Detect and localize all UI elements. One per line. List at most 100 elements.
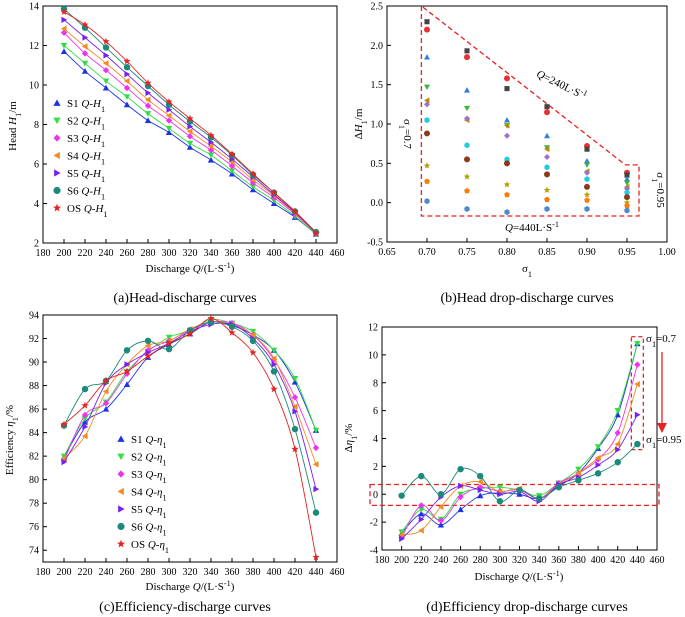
y-tick-label: 0: [373, 490, 378, 501]
data-point-S3: [102, 66, 110, 74]
x-tick-label: 0.80: [498, 247, 516, 258]
y-axis-label-part: H: [353, 123, 365, 133]
data-point-S6: [477, 472, 484, 480]
data-point-S5: [82, 34, 89, 41]
x-tick-label: 300: [162, 567, 177, 578]
y-tick-label: 10: [29, 81, 39, 92]
series-line-S4: [63, 321, 317, 465]
data-point-Q320: [544, 154, 550, 161]
x-tick-label: 0.65: [378, 247, 396, 258]
y-tick-label: 12: [368, 323, 378, 334]
data-point-S4: [418, 527, 424, 534]
data-point-Q220: [504, 86, 510, 92]
x-tick-label: 180: [375, 555, 390, 566]
data-point-S5: [145, 349, 152, 356]
legend-label-S3-part: η: [157, 469, 162, 481]
data-point-Q300: [504, 122, 510, 129]
data-point-S6: [457, 465, 464, 473]
data-point-S3: [634, 361, 641, 368]
data-point-S3: [102, 400, 110, 407]
y-tick-label: 94: [29, 311, 39, 322]
data-point-Q220: [624, 172, 630, 178]
y-axis-label-part: 1: [360, 120, 369, 124]
annotation-sigma-07-part: =0.7: [401, 129, 413, 149]
data-point-OS: [102, 37, 110, 45]
zero-band: [369, 483, 660, 507]
data-point-S6: [123, 347, 131, 354]
data-point-S5: [166, 106, 173, 113]
data-point-OS: [144, 352, 152, 360]
y-axis-label: ΔH1/m: [353, 108, 369, 139]
data-point-S5: [82, 423, 89, 430]
data-point-OS: [312, 553, 320, 561]
data-point-S4: [249, 331, 256, 339]
data-point-OS: [60, 420, 68, 428]
data-point-S1: [144, 117, 152, 124]
annotation-sigma-07-part: σ: [401, 119, 413, 125]
data-point-S5: [187, 123, 194, 130]
data-point-Q280: [424, 84, 430, 91]
data-point-Q360: [584, 183, 590, 190]
y-tick-label: 82: [29, 452, 39, 463]
legend-label-S3-part: Q: [145, 469, 153, 481]
x-tick-label: 320: [183, 567, 198, 578]
legend-label-S5-part: -: [89, 168, 93, 180]
data-point-S2: [228, 168, 236, 175]
data-point-S5: [458, 482, 464, 490]
data-point-Q280: [624, 180, 630, 186]
legend-label-S6-part: 1: [162, 528, 166, 537]
x-axis-label: Discharge Q/(L·S-1): [146, 261, 235, 276]
x-tick-label: 300: [162, 248, 177, 259]
x-axis-label-part: Discharge: [146, 581, 193, 593]
legend-label-S2-part: -: [89, 116, 93, 128]
legend-marker-S6: [53, 186, 61, 195]
legend-label-OS-part: -: [156, 539, 160, 551]
legend-label-S6-part: S6: [67, 186, 81, 198]
legend-label-S5-part: H: [92, 168, 102, 180]
data-point-S3: [614, 429, 621, 437]
annotation-q240-part: -1: [579, 86, 589, 97]
data-point-S6: [496, 498, 504, 505]
data-point-S2: [207, 152, 215, 159]
x-tick-label: 400: [267, 248, 282, 259]
legend-label-S6-part: -: [89, 186, 93, 198]
series-line-S6: [63, 321, 317, 513]
legend-marker-S4: [117, 487, 124, 496]
data-point-S3: [123, 84, 131, 92]
legend-label-OS-part: η: [159, 539, 164, 551]
data-point-S1: [123, 101, 131, 108]
legend-label-S3-part: S3: [67, 133, 81, 145]
data-point-Q320: [504, 132, 510, 139]
data-point-Q220: [584, 146, 590, 152]
x-tick-label: 460: [330, 248, 345, 259]
y-axis-label-part: Efficiency: [4, 427, 16, 475]
legend-label-S1-part: η: [157, 434, 162, 446]
legend-label-S2: S2 Q-η1: [131, 452, 167, 468]
data-point-S6: [249, 337, 257, 345]
data-point-OS: [123, 367, 131, 375]
x-tick-label: 460: [650, 555, 665, 566]
data-point-Q240: [424, 26, 431, 33]
data-point-Q420: [464, 205, 470, 212]
x-tick-label: 200: [57, 567, 72, 578]
data-point-S3: [81, 50, 89, 57]
data-point-S4: [102, 60, 109, 67]
legend-label-S2-part: Q: [81, 116, 89, 128]
data-point-S5: [124, 70, 131, 78]
legend-label-S2-part: Q: [145, 452, 153, 464]
annotation-sigma-07: σ1=0.7: [398, 119, 414, 150]
legend-label-S3-part: H: [92, 133, 102, 145]
data-point-S6: [614, 458, 621, 466]
y-axis-label-part: /%: [343, 424, 355, 436]
series-line-S5: [401, 414, 638, 540]
y-tick-label: 76: [29, 522, 39, 533]
annotation-sigma-095-part: σ: [646, 434, 652, 446]
data-point-S6: [228, 323, 236, 330]
legend-label-S5-part: Q: [81, 168, 89, 180]
legend-label-S1-part: Q: [81, 98, 89, 110]
y-tick-label: -2: [370, 518, 378, 529]
data-point-S2: [270, 347, 278, 354]
data-point-S5: [634, 411, 641, 419]
data-point-S1: [418, 510, 425, 517]
data-point-S4: [144, 342, 151, 349]
